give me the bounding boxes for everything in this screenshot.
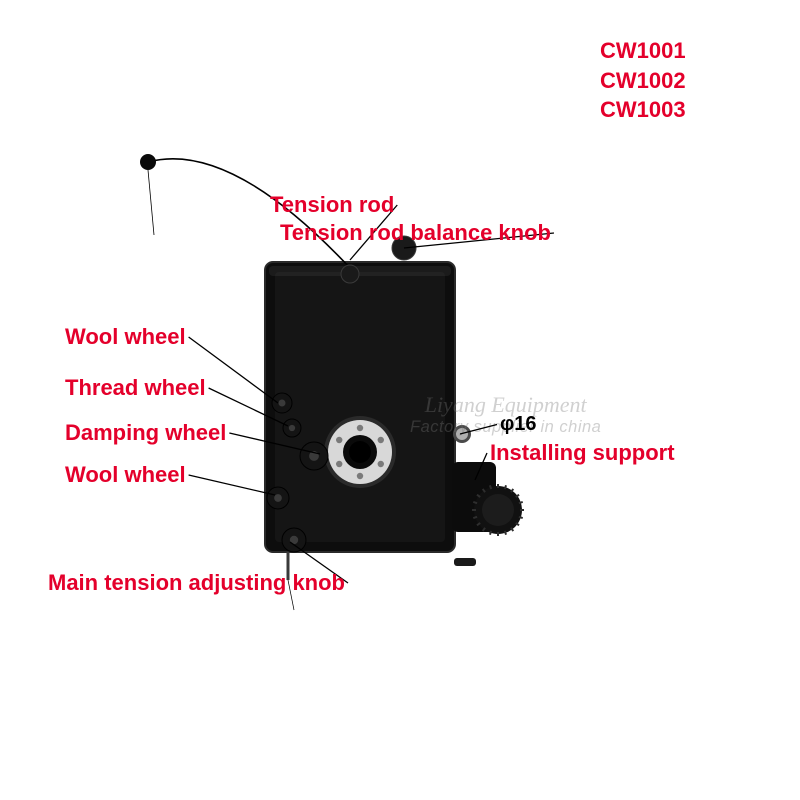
model-codes: CW1001CW1002CW1003 <box>600 36 686 125</box>
label-installing_support: Installing support <box>490 440 675 466</box>
label-thread_wheel: Thread wheel <box>65 375 206 401</box>
model-code: CW1002 <box>600 66 686 96</box>
label-tension_rod: Tension rod <box>270 192 394 218</box>
label-wool_wheel_lower: Wool wheel <box>65 462 186 488</box>
model-code: CW1003 <box>600 95 686 125</box>
label-wool_wheel_upper: Wool wheel <box>65 324 186 350</box>
label-tension_balance: Tension rod balance knob <box>280 220 551 246</box>
model-code: CW1001 <box>600 36 686 66</box>
label-phi16: φ16 <box>500 413 537 436</box>
label-main_tension_knob: Main tension adjusting knob <box>48 570 345 596</box>
label-damping_wheel: Damping wheel <box>65 420 226 446</box>
